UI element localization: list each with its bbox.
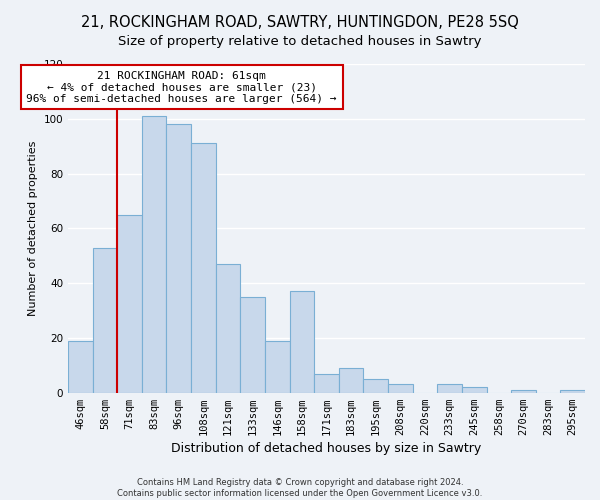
Bar bbox=[166, 124, 191, 392]
Bar bbox=[364, 379, 388, 392]
Text: Contains HM Land Registry data © Crown copyright and database right 2024.
Contai: Contains HM Land Registry data © Crown c… bbox=[118, 478, 482, 498]
Bar bbox=[339, 368, 364, 392]
Y-axis label: Number of detached properties: Number of detached properties bbox=[28, 140, 38, 316]
Bar bbox=[388, 384, 413, 392]
Bar bbox=[92, 248, 117, 392]
Text: 21 ROCKINGHAM ROAD: 61sqm
← 4% of detached houses are smaller (23)
96% of semi-d: 21 ROCKINGHAM ROAD: 61sqm ← 4% of detach… bbox=[26, 70, 337, 104]
Bar bbox=[265, 340, 290, 392]
Bar bbox=[437, 384, 462, 392]
Bar bbox=[68, 340, 92, 392]
Bar bbox=[511, 390, 536, 392]
Bar bbox=[462, 387, 487, 392]
Bar bbox=[117, 214, 142, 392]
Bar bbox=[314, 374, 339, 392]
Text: 21, ROCKINGHAM ROAD, SAWTRY, HUNTINGDON, PE28 5SQ: 21, ROCKINGHAM ROAD, SAWTRY, HUNTINGDON,… bbox=[81, 15, 519, 30]
Text: Size of property relative to detached houses in Sawtry: Size of property relative to detached ho… bbox=[118, 35, 482, 48]
Bar bbox=[290, 292, 314, 392]
Bar bbox=[215, 264, 240, 392]
Bar bbox=[240, 297, 265, 392]
X-axis label: Distribution of detached houses by size in Sawtry: Distribution of detached houses by size … bbox=[172, 442, 482, 455]
Bar bbox=[560, 390, 585, 392]
Bar bbox=[142, 116, 166, 392]
Bar bbox=[191, 144, 215, 392]
